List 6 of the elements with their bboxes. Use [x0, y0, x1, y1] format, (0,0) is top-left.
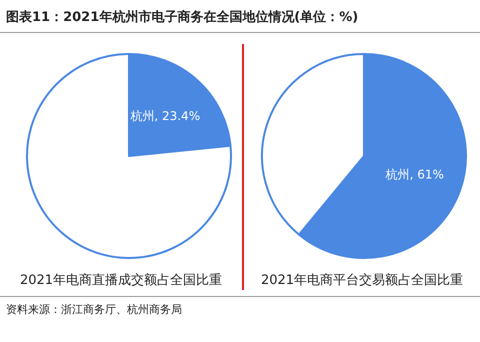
slice-label: 杭州, 61%	[384, 167, 444, 182]
text: 2021年电商直播成交额占全国比重	[20, 272, 222, 288]
text: 资料来源：浙江商务厅、杭州商务局	[6, 302, 182, 317]
text: 2021年电商平台交易额占全国比重	[260, 272, 464, 288]
slice-label: 杭州, 23.4%	[129, 108, 200, 123]
chart-title: 图表11：2021年杭州市电子商务在全国地位情况(单位：%)	[6, 8, 358, 26]
